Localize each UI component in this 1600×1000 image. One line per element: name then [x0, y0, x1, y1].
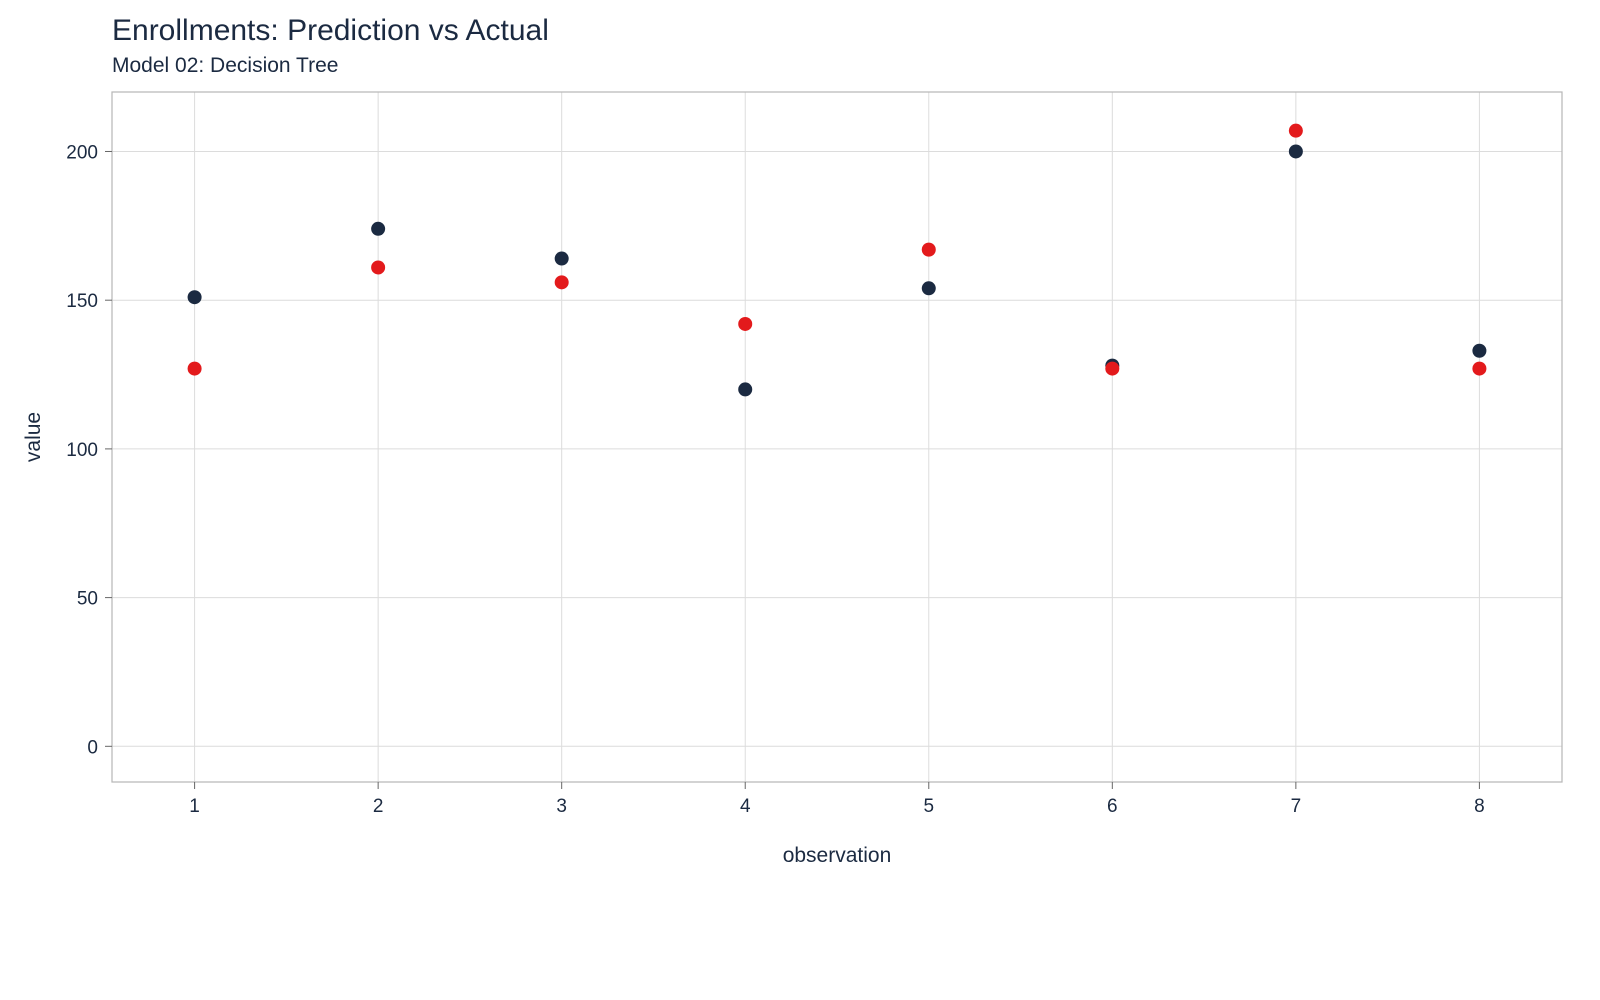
y-axis-label: value: [22, 412, 45, 462]
chart-subtitle: Model 02: Decision Tree: [112, 54, 338, 77]
data-point: [738, 382, 752, 396]
plot-area: 1 2 3 4 5 6 7 8 0 50 100 150 200: [66, 92, 1562, 817]
data-point: [922, 243, 936, 257]
chart-title: Enrollments: Prediction vs Actual: [112, 14, 549, 47]
x-tick-label: 3: [556, 796, 567, 817]
x-tick-label: 8: [1474, 796, 1485, 817]
data-point: [1105, 362, 1119, 376]
data-point: [188, 362, 202, 376]
x-tick-label: 5: [923, 796, 934, 817]
y-tick-label: 0: [87, 737, 98, 758]
data-point: [555, 275, 569, 289]
data-point: [1472, 344, 1486, 358]
data-point: [1289, 144, 1303, 158]
data-point: [1289, 124, 1303, 138]
data-point: [371, 260, 385, 274]
chart-container: Enrollments: Prediction vs Actual Model 0…: [0, 0, 1600, 1000]
y-tick-label: 150: [66, 291, 98, 312]
data-point: [188, 290, 202, 304]
data-point: [371, 222, 385, 236]
data-point: [555, 252, 569, 266]
data-point: [922, 281, 936, 295]
x-tick-label: 6: [1107, 796, 1118, 817]
y-tick-label: 100: [66, 440, 98, 461]
x-tick-label: 1: [189, 796, 200, 817]
y-tick-label: 200: [66, 142, 98, 163]
panel-border: [112, 92, 1562, 782]
scatter-chart: Enrollments: Prediction vs Actual Model 0…: [0, 0, 1600, 1000]
data-point: [1472, 362, 1486, 376]
y-tick-label: 50: [77, 589, 98, 610]
x-tick-label: 2: [373, 796, 384, 817]
x-tick-label: 7: [1291, 796, 1302, 817]
x-tick-label: 4: [740, 796, 751, 817]
data-point: [738, 317, 752, 331]
x-axis-label: observation: [783, 844, 892, 867]
